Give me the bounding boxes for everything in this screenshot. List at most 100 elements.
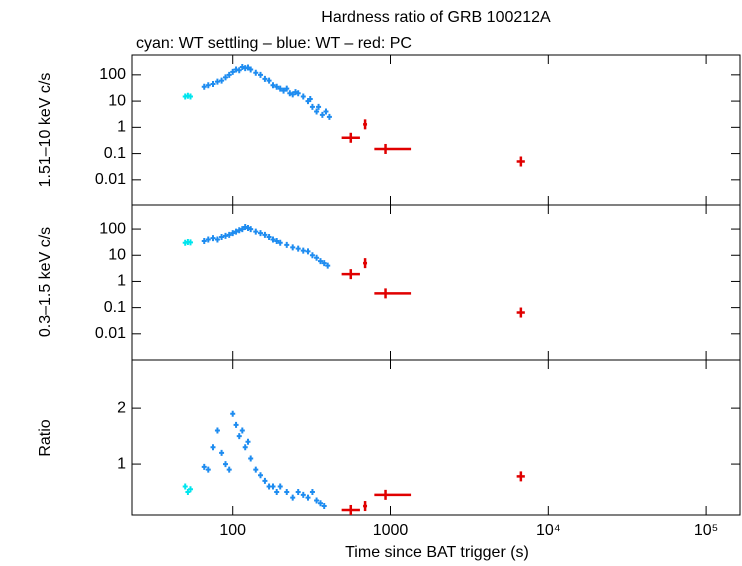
point <box>317 500 323 507</box>
point <box>266 233 272 240</box>
point <box>266 77 272 84</box>
point <box>226 466 232 473</box>
x-axis-label: Time since BAT trigger (s) <box>345 544 529 561</box>
point <box>293 89 299 96</box>
point <box>239 63 245 70</box>
point <box>321 503 327 510</box>
point <box>182 483 188 490</box>
point <box>300 93 306 100</box>
point <box>290 91 296 98</box>
point <box>253 69 259 76</box>
point <box>219 233 225 240</box>
point <box>258 230 264 237</box>
point <box>248 226 254 233</box>
y-tick-label: 10 <box>108 92 126 109</box>
point <box>233 228 239 235</box>
point <box>300 491 306 498</box>
point <box>270 236 276 243</box>
point <box>210 80 216 87</box>
point <box>210 444 216 451</box>
y-tick-label: 1 <box>117 273 126 290</box>
point <box>205 82 211 89</box>
point <box>314 108 320 115</box>
point <box>295 90 301 97</box>
point <box>236 433 242 440</box>
point <box>309 252 315 259</box>
point <box>281 87 287 94</box>
point <box>222 461 228 468</box>
point <box>201 238 207 245</box>
point <box>274 83 280 90</box>
point <box>309 489 315 496</box>
point <box>248 66 254 73</box>
point <box>277 483 283 490</box>
point <box>214 427 220 434</box>
point <box>258 472 264 479</box>
point <box>245 438 251 445</box>
point <box>205 236 211 243</box>
point <box>222 74 228 81</box>
point <box>230 230 236 237</box>
point <box>236 227 242 234</box>
point <box>305 248 311 255</box>
point <box>187 93 193 100</box>
point <box>262 477 268 484</box>
point <box>187 239 193 246</box>
y-tick-label: 2 <box>117 399 126 416</box>
point <box>277 239 283 246</box>
point <box>210 235 216 242</box>
chart-subtitle: cyan: WT settling – blue: WT – red: PC <box>136 35 412 52</box>
point <box>226 231 232 238</box>
point <box>326 113 332 120</box>
point <box>248 455 254 462</box>
point <box>290 494 296 501</box>
point <box>295 245 301 252</box>
point <box>262 231 268 238</box>
point <box>290 244 296 251</box>
point <box>253 466 259 473</box>
point <box>226 71 232 78</box>
point <box>201 463 207 470</box>
y-tick-label: 100 <box>99 66 126 83</box>
y-axis-label: 1.51–10 keV c/s <box>37 73 54 188</box>
point <box>316 103 322 110</box>
x-tick-label: 1000 <box>373 522 409 539</box>
x-tick-label: 10⁵ <box>694 522 718 539</box>
x-tick-label: 100 <box>219 522 246 539</box>
point <box>219 449 225 456</box>
point <box>230 68 236 75</box>
point <box>274 489 280 496</box>
point <box>245 224 251 231</box>
point <box>323 108 329 115</box>
point <box>245 64 251 71</box>
point <box>205 466 211 473</box>
x-tick-label: 10⁴ <box>536 522 561 539</box>
point <box>277 85 283 92</box>
plot-frame <box>131 204 741 361</box>
y-tick-label: 0.1 <box>104 299 126 316</box>
y-tick-label: 10 <box>108 246 126 263</box>
point <box>309 103 315 110</box>
point <box>319 111 325 118</box>
point <box>287 90 293 97</box>
point <box>262 75 268 82</box>
point <box>270 82 276 89</box>
y-tick-label: 0.01 <box>95 325 126 342</box>
point <box>300 247 306 254</box>
point <box>233 421 239 428</box>
point <box>295 489 301 496</box>
point <box>236 67 242 74</box>
point <box>187 486 193 493</box>
point <box>325 262 331 269</box>
y-tick-label: 0.01 <box>95 171 126 188</box>
point <box>214 236 220 243</box>
point <box>253 228 259 235</box>
point <box>201 83 207 90</box>
point <box>219 77 225 84</box>
plot-frame <box>131 359 741 516</box>
y-tick-label: 1 <box>117 455 126 472</box>
y-tick-label: 1 <box>117 119 126 136</box>
point <box>307 96 313 103</box>
point <box>317 258 323 265</box>
point <box>258 71 264 78</box>
